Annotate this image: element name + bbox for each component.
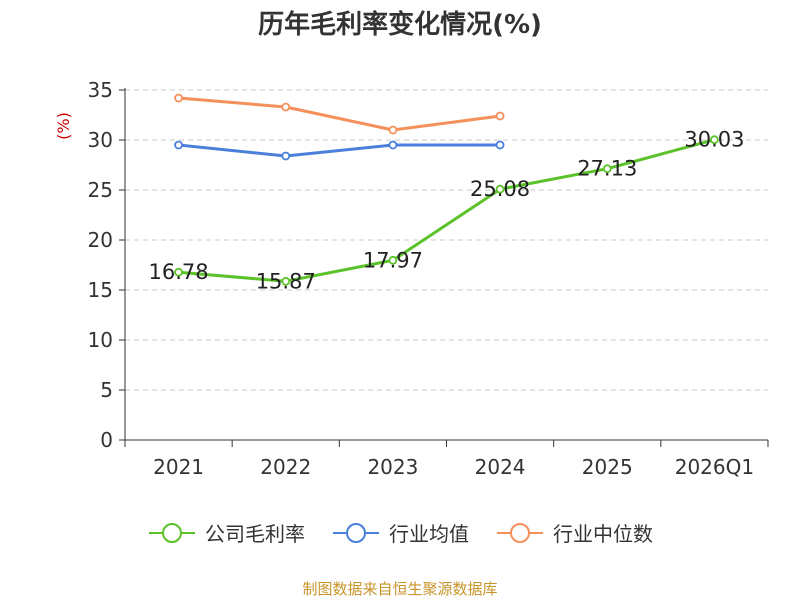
x-tick-label: 2021 bbox=[153, 455, 204, 479]
legend-item[interactable]: 公司毛利率 bbox=[147, 518, 305, 547]
source-note: 制图数据来自恒生聚源数据库 bbox=[302, 580, 498, 598]
data-label: 16.78 bbox=[149, 260, 209, 284]
x-tick-label: 2025 bbox=[582, 455, 633, 479]
series-line-2 bbox=[178, 96, 501, 132]
data-point bbox=[174, 267, 183, 277]
y-tick-label: 0 bbox=[100, 428, 113, 452]
legend-marker-icon bbox=[149, 522, 195, 543]
y-tick-label: 15 bbox=[88, 278, 113, 302]
y-tick-label: 25 bbox=[88, 178, 113, 202]
x-tick-label: 2023 bbox=[367, 455, 418, 479]
data-point bbox=[495, 111, 505, 121]
data-point bbox=[495, 184, 505, 194]
legend-label: 行业均值 bbox=[389, 522, 469, 546]
data-point bbox=[174, 93, 183, 103]
data-point bbox=[388, 125, 398, 135]
y-tick-label: 20 bbox=[88, 228, 113, 252]
data-point bbox=[495, 140, 505, 150]
legend-marker-icon bbox=[497, 522, 543, 543]
x-tick-label: 2026Q1 bbox=[675, 455, 754, 479]
y-tick-label: 10 bbox=[88, 328, 113, 352]
data-point bbox=[388, 140, 398, 150]
data-point bbox=[602, 164, 612, 174]
legend-label: 公司毛利率 bbox=[205, 522, 305, 546]
data-point bbox=[174, 140, 183, 150]
y-axis-label: (%) bbox=[54, 112, 73, 140]
data-point bbox=[388, 255, 398, 265]
legend: 公司毛利率 行业均值 行业中位数 bbox=[0, 518, 800, 547]
series-line-1 bbox=[178, 143, 501, 158]
data-point bbox=[281, 102, 291, 112]
data-point bbox=[281, 276, 291, 286]
chart-title: 历年毛利率变化情况(%) bbox=[258, 10, 542, 40]
data-label: 25.08 bbox=[470, 177, 530, 201]
data-label: 27.13 bbox=[577, 157, 637, 181]
legend-item[interactable]: 行业均值 bbox=[331, 518, 469, 547]
data-label: 15.87 bbox=[256, 269, 316, 293]
y-tick-label: 35 bbox=[88, 78, 113, 102]
data-label: 17.97 bbox=[363, 248, 423, 272]
x-tick-label: 2022 bbox=[260, 455, 311, 479]
legend-label: 行业中位数 bbox=[553, 522, 653, 546]
data-point bbox=[281, 151, 291, 161]
x-tick-label: 2024 bbox=[475, 455, 526, 479]
series-line-0 bbox=[178, 138, 715, 283]
legend-item[interactable]: 行业中位数 bbox=[495, 518, 653, 547]
y-tick-label: 30 bbox=[88, 128, 113, 152]
legend-marker-icon bbox=[333, 522, 379, 543]
y-tick-label: 5 bbox=[100, 378, 113, 402]
data-label: 30.03 bbox=[684, 128, 744, 152]
data-point bbox=[710, 135, 719, 145]
